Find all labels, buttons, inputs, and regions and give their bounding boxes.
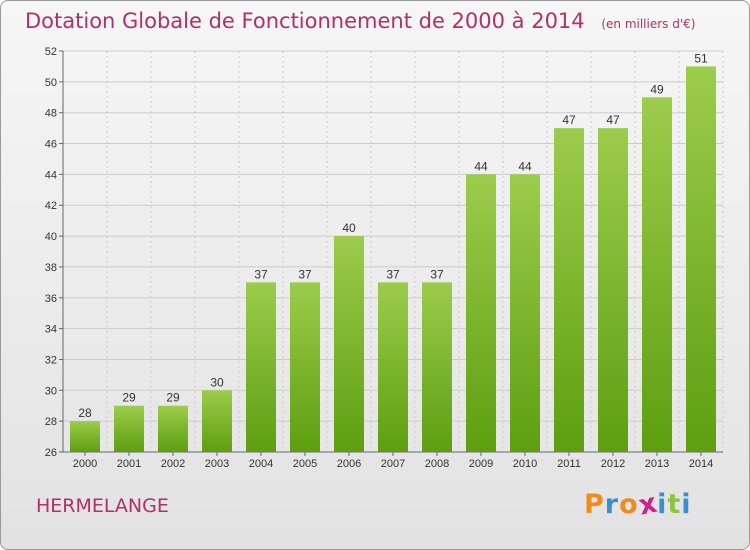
y-tick-label: 46: [45, 139, 57, 151]
bar-2002: [158, 405, 188, 452]
logo-letter: P: [584, 489, 605, 520]
data-labels: 28 29 29 30 37 37 40 37 37 44 44 47 47 49 51: [78, 51, 708, 420]
x-tick-label: 2012: [601, 458, 625, 470]
logo-letter: i: [681, 489, 692, 520]
logo-letter: t: [667, 489, 682, 520]
x-tick-labels: 2000 2001 2002 2003 2004 2005 2006 2007 2008 2009…: [73, 458, 713, 470]
y-tick-label: 52: [45, 46, 57, 58]
bar-2012: [598, 128, 628, 452]
bar-value-label: 40: [342, 221, 356, 235]
proxiti-logo: Proxiti: [584, 487, 692, 521]
bar-2013: [642, 97, 672, 453]
y-tick-labels: 26 28 30 32 34 36 38 40 42 44 46 48 50 52: [45, 46, 57, 459]
x-tick-label: 2010: [513, 458, 537, 470]
bar-2001: [114, 405, 144, 452]
bar-value-label: 29: [122, 391, 136, 405]
y-tick-label: 30: [45, 385, 57, 397]
bar-2009: [466, 174, 496, 452]
bar-value-label: 49: [650, 82, 664, 96]
bar-value-label: 44: [474, 159, 488, 173]
logo-letter: o: [619, 489, 639, 520]
logo-letter: i: [657, 489, 668, 520]
x-tick-label: 2001: [117, 458, 141, 470]
bar-value-label: 30: [210, 375, 224, 389]
bars: [70, 66, 716, 453]
x-tick-label: 2009: [469, 458, 493, 470]
y-tick-label: 36: [45, 293, 57, 305]
x-tick-label: 2005: [293, 458, 317, 470]
bar-value-label: 37: [254, 267, 268, 281]
bar-value-label: 44: [518, 159, 532, 173]
y-tick-label: 28: [45, 416, 57, 428]
y-tick-label: 40: [45, 231, 57, 243]
x-tick-label: 2008: [425, 458, 449, 470]
bar-2007: [378, 282, 408, 452]
bar-value-label: 37: [430, 267, 444, 281]
bar-2004: [246, 282, 276, 452]
bar-2003: [202, 390, 232, 452]
y-tick-label: 38: [45, 262, 57, 274]
y-tick-label: 48: [45, 108, 57, 120]
bar-2008: [422, 282, 452, 452]
x-tick-label: 2004: [249, 458, 273, 470]
bar-value-label: 28: [78, 406, 92, 420]
x-tick-label: 2002: [161, 458, 185, 470]
commune-name: HERMELANGE: [36, 495, 169, 517]
bar-2010: [510, 174, 540, 452]
bar-value-label: 47: [562, 113, 576, 127]
logo-letter: r: [604, 489, 620, 520]
x-tick-label: 2006: [337, 458, 361, 470]
chart-title-text: Dotation Globale de Fonctionnement de 20…: [25, 9, 585, 33]
bar-2000: [70, 421, 100, 452]
bar-2005: [290, 282, 320, 452]
bar-value-label: 29: [166, 391, 180, 405]
y-tick-label: 32: [45, 354, 57, 366]
y-tick-label: 26: [45, 447, 57, 459]
bar-value-label: 51: [694, 51, 708, 65]
y-tick-label: 34: [45, 324, 57, 336]
bar-2011: [554, 128, 584, 452]
y-tick-label: 42: [45, 200, 57, 212]
chart-title: Dotation Globale de Fonctionnement de 20…: [25, 9, 695, 33]
x-tick-label: 2014: [689, 458, 713, 470]
y-tick-label: 44: [45, 169, 57, 181]
bar-value-label: 47: [606, 113, 620, 127]
y-tick-label: 50: [45, 77, 57, 89]
x-tick-label: 2013: [645, 458, 669, 470]
x-tick-label: 2003: [205, 458, 229, 470]
x-tick-label: 2007: [381, 458, 405, 470]
bar-value-label: 37: [298, 267, 312, 281]
x-tick-label: 2000: [73, 458, 97, 470]
x-tick-label: 2011: [557, 458, 581, 470]
bar-2014: [686, 66, 716, 452]
chart-subtitle: (en milliers d'€): [601, 17, 696, 31]
bar-2006: [334, 236, 364, 452]
bar-value-label: 37: [386, 267, 400, 281]
